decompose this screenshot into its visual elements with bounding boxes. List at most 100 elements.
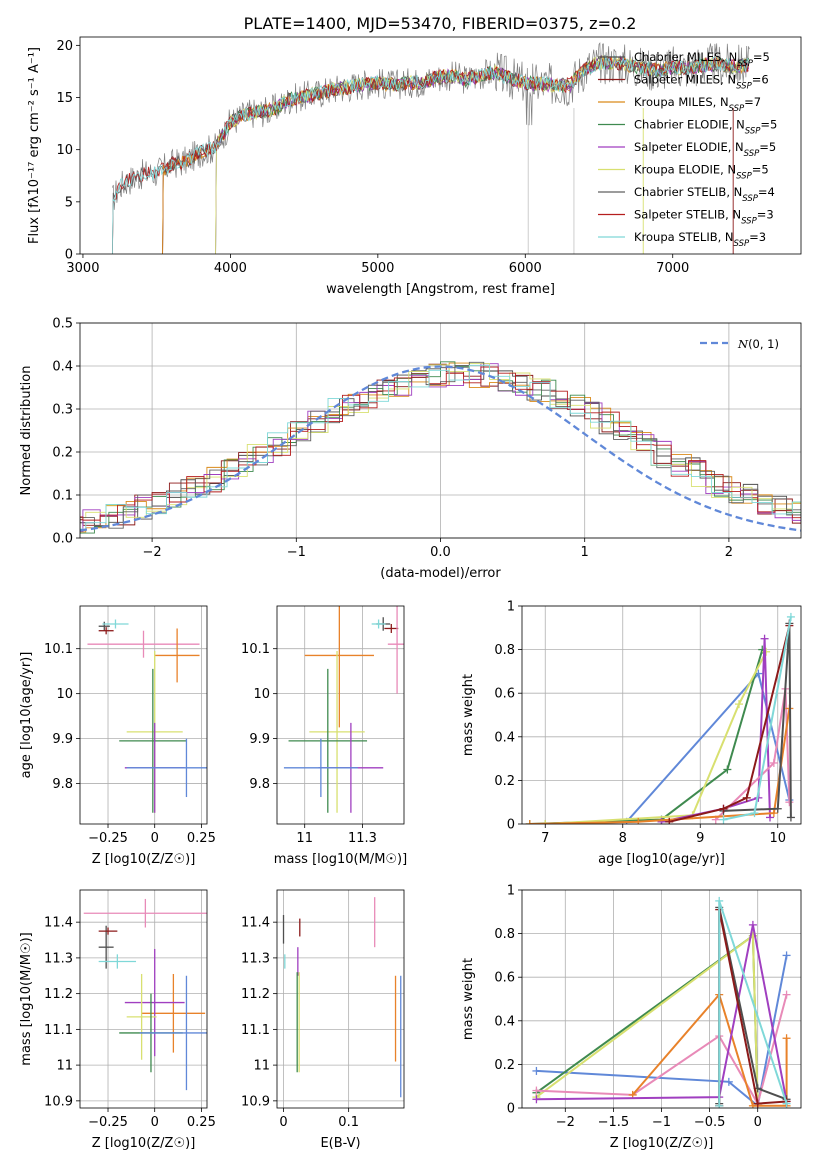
axes-age_vs_Z: −0.25 0 0.25 9.8 9.9 10 10.1 Z [log10(Z/Z☉)] age… bbox=[19, 605, 216, 867]
plot-area-age_vs_mass bbox=[283, 606, 404, 813]
x-axis-label: age [log10(age/yr)] bbox=[598, 852, 725, 867]
axis-frame bbox=[79, 605, 208, 825]
weight-marker bbox=[782, 990, 791, 999]
y-tick-label: 0.2 bbox=[52, 446, 73, 461]
weight-marker bbox=[782, 1099, 791, 1108]
y-tick-label: 10 bbox=[253, 687, 270, 702]
legend-entry: Kroupa MILES, NSSP=7 bbox=[634, 95, 761, 114]
y-axis-label: mass weight bbox=[461, 958, 476, 1040]
panel-mass_vs_EBV: 0 0.1 10.9 11 11.1 11.2 11.3 11.4 E(B-V) bbox=[241, 889, 405, 1151]
weight-marker bbox=[525, 820, 534, 824]
weight-marker bbox=[723, 765, 732, 774]
point-orange bbox=[304, 606, 374, 728]
x-tick-label: −2 bbox=[556, 1115, 575, 1130]
y-tick-label: 0.4 bbox=[494, 730, 515, 745]
y-tick-label: 0.4 bbox=[494, 1014, 515, 1029]
x-tick-label: 0 bbox=[279, 1115, 287, 1130]
y-tick-label: 0.3 bbox=[52, 403, 73, 418]
legend-entry: Chabrier STELIB, NSSP=4 bbox=[634, 185, 775, 204]
x-tick-label: 1 bbox=[581, 545, 589, 560]
x-tick-label: 8 bbox=[619, 831, 627, 846]
spectrum-legend: Chabrier MILES, NSSP=5 Salpeter MILES, NS… bbox=[598, 50, 777, 249]
x-tick-label: 11.3 bbox=[348, 831, 377, 846]
axes-residuals: −2 −1 0.0 1 2 0.0 0.1 0.2 0.3 0.4 0.5 (data-model)/… bbox=[19, 317, 802, 581]
point-pink bbox=[87, 630, 200, 658]
weight-marker bbox=[782, 951, 791, 960]
y-tick-label: 0 bbox=[507, 818, 515, 833]
point-kroupa-stelib bbox=[371, 619, 386, 629]
weight-line bbox=[545, 651, 767, 824]
model-spectrum bbox=[112, 55, 750, 254]
y-tick-label: 10.1 bbox=[44, 642, 73, 657]
residual-histogram bbox=[80, 361, 801, 531]
plot-area-spectrum bbox=[112, 42, 750, 254]
axes-spectrum: 3000 4000 5000 6000 7000 0 5 10 15 20 wavelength [… bbox=[27, 36, 802, 297]
grid-mass_vs_EBV bbox=[277, 890, 404, 1108]
panel-weights_vs_Z: −2 −1.5 −1 −0.5 0 0 0.2 0.4 0.6 0.8 1 Z [log10(Z/Z☉… bbox=[461, 884, 802, 1151]
weight-line bbox=[669, 625, 791, 823]
legend-entry: N(0, 1) bbox=[737, 337, 779, 351]
weight-marker bbox=[715, 1101, 724, 1108]
weight-marker bbox=[750, 809, 759, 818]
weight-marker bbox=[742, 793, 751, 802]
y-tick-label: 11.3 bbox=[241, 951, 270, 966]
weight-marker bbox=[769, 758, 778, 767]
plot-area-mass_vs_EBV bbox=[282, 897, 402, 1098]
panel-residuals: −2 −1 0.0 1 2 0.0 0.1 0.2 0.3 0.4 0.5 (data-model)/… bbox=[19, 317, 802, 581]
plot-area-age_vs_Z bbox=[87, 619, 207, 813]
point-salpeter-miles bbox=[98, 627, 114, 635]
x-tick-label: 0.25 bbox=[187, 831, 216, 846]
y-tick-label: 20 bbox=[56, 39, 73, 54]
weight-marker bbox=[541, 820, 550, 824]
y-tick-label: 10 bbox=[56, 687, 73, 702]
y-tick-label: 10.9 bbox=[241, 1094, 270, 1109]
weight-marker bbox=[724, 1077, 733, 1086]
axes-mass_vs_EBV: 0 0.1 10.9 11 11.1 11.2 11.3 11.4 E(B-V) bbox=[241, 889, 405, 1151]
x-tick-label: −2 bbox=[143, 545, 162, 560]
x-tick-label: −0.25 bbox=[88, 831, 128, 846]
weight-marker bbox=[532, 1066, 541, 1075]
x-tick-label: 0 bbox=[151, 1115, 159, 1130]
grid-age_vs_mass bbox=[277, 606, 404, 824]
weight-marker bbox=[766, 813, 774, 822]
weight-marker bbox=[785, 798, 794, 807]
panel-age_vs_mass: 11 11.3 9.8 9.9 10 10.1 mass [log10(M/M☉)] bbox=[241, 605, 407, 867]
axis-frame bbox=[276, 889, 405, 1109]
point-chabrier-elodie bbox=[119, 668, 187, 813]
y-tick-label: 0.1 bbox=[52, 489, 73, 504]
panel-age_vs_Z: −0.25 0 0.25 9.8 9.9 10 10.1 Z [log10(Z/Z☉)] age… bbox=[19, 605, 216, 867]
weight-marker bbox=[657, 817, 666, 824]
point-salpeter-miles bbox=[384, 623, 399, 633]
y-axis-label: Normed distribution bbox=[19, 366, 34, 496]
plot-area-weights_vs_age bbox=[525, 612, 795, 824]
x-tick-label: −0.25 bbox=[88, 1115, 128, 1130]
point-salpeter-elodie bbox=[124, 948, 185, 1057]
x-axis-label: Z [log10(Z/Z☉)] bbox=[92, 1136, 196, 1151]
y-tick-label: 9.9 bbox=[52, 732, 73, 747]
y-tick-label: 0.6 bbox=[494, 971, 515, 986]
y-axis-label: age [log10(age/yr)] bbox=[19, 652, 34, 779]
y-tick-label: 9.8 bbox=[52, 777, 73, 792]
weight-marker bbox=[665, 817, 674, 824]
x-tick-label: 0 bbox=[754, 1115, 762, 1130]
figure-title: PLATE=1400, MJD=53470, FIBERID=0375, z=0… bbox=[244, 14, 637, 33]
weight-line bbox=[723, 623, 792, 818]
axes-age_vs_mass: 11 11.3 9.8 9.9 10 10.1 mass [log10(M/M☉)] bbox=[241, 605, 407, 867]
axis-frame bbox=[79, 889, 208, 1109]
x-axis-label: (data-model)/error bbox=[380, 566, 501, 581]
x-tick-label: 7000 bbox=[656, 261, 689, 276]
weight-line bbox=[536, 924, 788, 1102]
weight-marker bbox=[786, 813, 795, 822]
legend-entry: Chabrier ELODIE, NSSP=5 bbox=[634, 118, 777, 137]
y-tick-label: 0 bbox=[507, 1102, 515, 1117]
y-tick-label: 11.4 bbox=[241, 916, 270, 931]
weight-marker bbox=[715, 896, 724, 905]
x-tick-label: 9 bbox=[696, 831, 704, 846]
plot-area-residuals bbox=[80, 361, 801, 534]
weight-marker bbox=[773, 804, 782, 813]
y-axis-label: mass [log10(M/M☉)] bbox=[19, 932, 34, 1065]
weight-marker bbox=[735, 700, 743, 709]
residual-histogram bbox=[80, 363, 801, 519]
point-kroupa-elodie bbox=[309, 650, 365, 813]
